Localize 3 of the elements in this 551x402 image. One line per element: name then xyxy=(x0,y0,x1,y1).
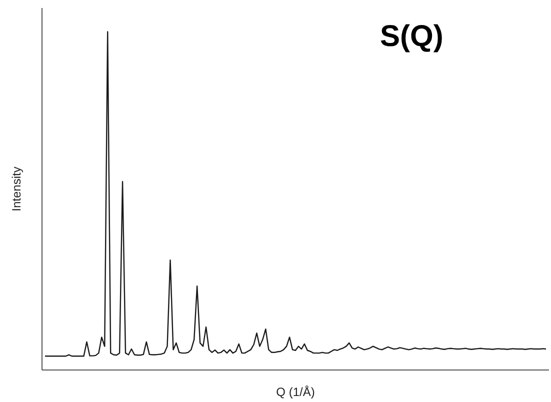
chart-title: S(Q) xyxy=(380,20,444,54)
x-axis-title: Q (1/Å) xyxy=(276,385,315,399)
y-axis-title: Intensity xyxy=(9,166,24,212)
